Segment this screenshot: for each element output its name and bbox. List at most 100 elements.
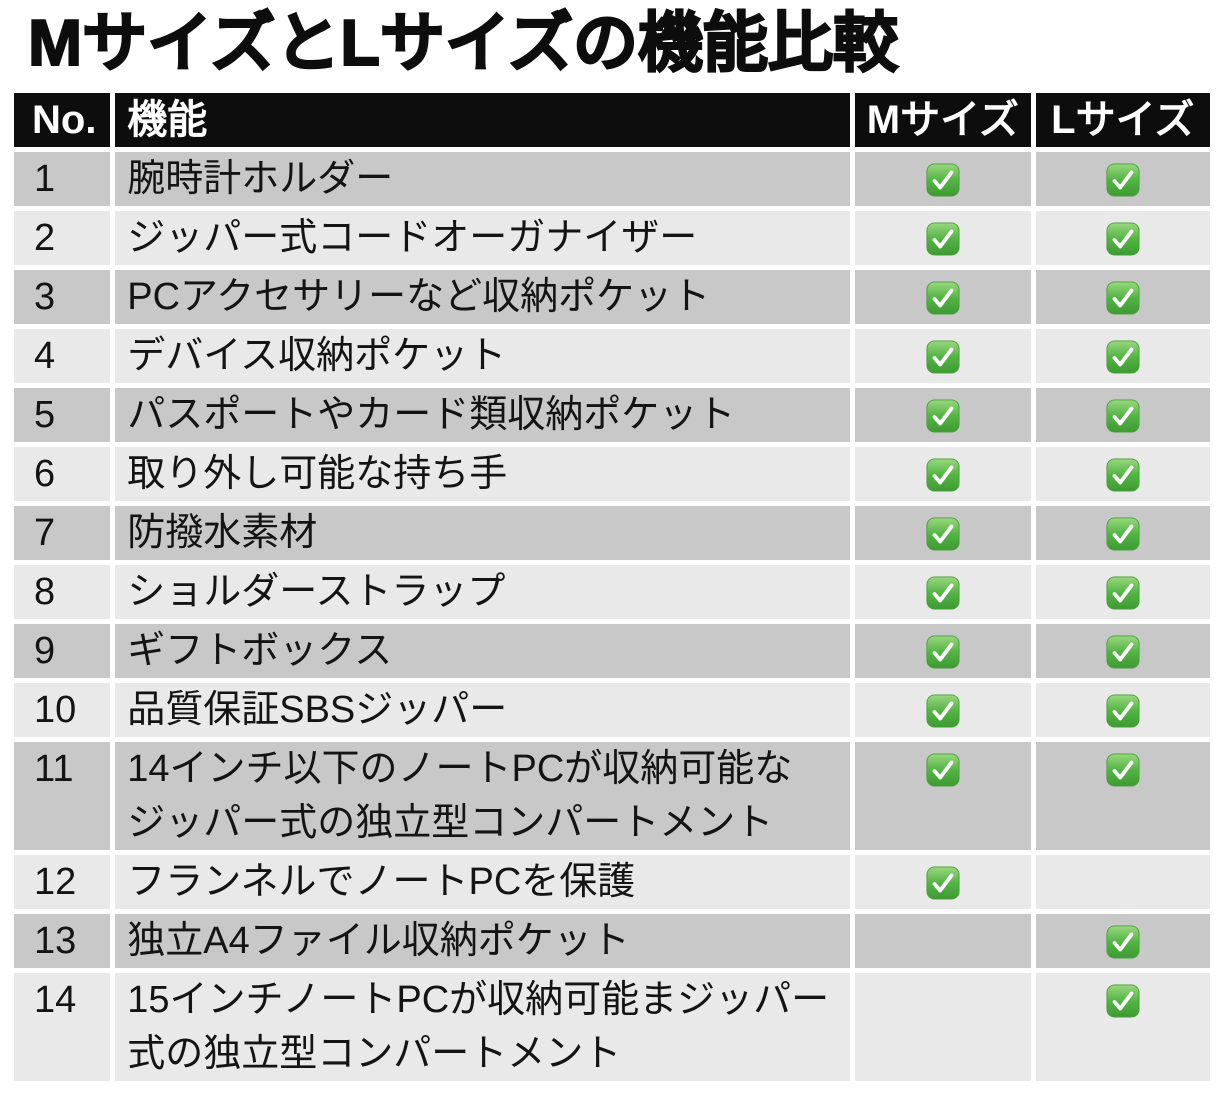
l-size-check-cell	[1035, 211, 1210, 265]
check-mark-icon	[1106, 925, 1140, 959]
l-size-check-cell	[1035, 270, 1210, 324]
table-row: 11 14インチ以下のノートPCが収納可能な ジッパー式の独立型コンパートメント	[14, 742, 1210, 850]
row-number-cell: 7	[14, 506, 111, 560]
l-size-check-cell	[1035, 914, 1210, 968]
check-mark-icon	[926, 163, 960, 197]
l-size-check-cell	[1035, 624, 1210, 678]
feature-cell: 防撥水素材	[115, 506, 851, 560]
check-mark-icon	[926, 399, 960, 433]
row-number-cell: 3	[14, 270, 111, 324]
row-number-cell: 6	[14, 447, 111, 501]
row-number-cell: 12	[14, 855, 111, 909]
table-row: 1 腕時計ホルダー	[14, 152, 1210, 206]
m-size-check-cell	[855, 506, 1031, 560]
check-mark-icon	[1106, 694, 1140, 728]
feature-cell: ギフトボックス	[115, 624, 851, 678]
row-number-cell: 8	[14, 565, 111, 619]
l-size-check-cell	[1035, 973, 1210, 1081]
feature-cell: PCアクセサリーなど収納ポケット	[115, 270, 851, 324]
feature-cell: ショルダーストラップ	[115, 565, 851, 619]
check-mark-icon	[1106, 458, 1140, 492]
m-size-check-cell	[855, 855, 1031, 909]
feature-cell: 独立A4ファイル収納ポケット	[115, 914, 851, 968]
l-size-check-cell	[1035, 855, 1210, 909]
m-size-check-cell	[855, 329, 1031, 383]
column-header-no: No.	[14, 93, 111, 147]
check-mark-icon	[1106, 399, 1140, 433]
check-mark-icon	[926, 753, 960, 787]
check-mark-icon	[926, 866, 960, 900]
l-size-check-cell	[1035, 565, 1210, 619]
l-size-check-cell	[1035, 152, 1210, 206]
row-number-cell: 14	[14, 973, 111, 1081]
check-mark-icon	[926, 517, 960, 551]
check-mark-icon	[1106, 635, 1140, 669]
check-mark-icon	[926, 281, 960, 315]
l-size-check-cell	[1035, 683, 1210, 737]
table-row: 14 15インチノートPCが収納可能まジッパー 式の独立型コンパートメント	[14, 973, 1210, 1081]
table-row: 4 デバイス収納ポケット	[14, 329, 1210, 383]
column-header-l-size: Lサイズ	[1035, 93, 1210, 147]
table-row: 3 PCアクセサリーなど収納ポケット	[14, 270, 1210, 324]
feature-cell: デバイス収納ポケット	[115, 329, 851, 383]
feature-cell: 14インチ以下のノートPCが収納可能な ジッパー式の独立型コンパートメント	[115, 742, 851, 850]
check-mark-icon	[926, 458, 960, 492]
l-size-check-cell	[1035, 506, 1210, 560]
check-mark-icon	[1106, 576, 1140, 610]
row-number-cell: 9	[14, 624, 111, 678]
m-size-check-cell	[855, 742, 1031, 850]
m-size-check-cell	[855, 211, 1031, 265]
check-mark-icon	[926, 222, 960, 256]
m-size-check-cell	[855, 565, 1031, 619]
row-number-cell: 1	[14, 152, 111, 206]
column-header-feature: 機能	[115, 93, 851, 147]
table-row: 5 パスポートやカード類収納ポケット	[14, 388, 1210, 442]
header-row: No. 機能 Mサイズ Lサイズ	[14, 93, 1210, 147]
feature-cell: 腕時計ホルダー	[115, 152, 851, 206]
table-row: 7 防撥水素材	[14, 506, 1210, 560]
check-mark-icon	[1106, 163, 1140, 197]
check-mark-icon	[1106, 222, 1140, 256]
feature-cell: 品質保証SBSジッパー	[115, 683, 851, 737]
l-size-check-cell	[1035, 742, 1210, 850]
check-mark-icon	[1106, 340, 1140, 374]
page-title: MサイズとLサイズの機能比較	[27, 5, 899, 80]
row-number-cell: 13	[14, 914, 111, 968]
check-mark-icon	[1106, 984, 1140, 1018]
table-row: 9 ギフトボックス	[14, 624, 1210, 678]
l-size-check-cell	[1035, 447, 1210, 501]
table-row: 13 独立A4ファイル収納ポケット	[14, 914, 1210, 968]
comparison-table: No. 機能 Mサイズ Lサイズ 1 腕時計ホルダー	[9, 88, 1215, 1086]
m-size-check-cell	[855, 447, 1031, 501]
table-row: 8 ショルダーストラップ	[14, 565, 1210, 619]
m-size-check-cell	[855, 624, 1031, 678]
feature-cell: フランネルでノートPCを保護	[115, 855, 851, 909]
row-number-cell: 11	[14, 742, 111, 850]
table-row: 12 フランネルでノートPCを保護	[14, 855, 1210, 909]
feature-cell: 15インチノートPCが収納可能まジッパー 式の独立型コンパートメント	[115, 973, 851, 1081]
check-mark-icon	[926, 635, 960, 669]
feature-cell: パスポートやカード類収納ポケット	[115, 388, 851, 442]
feature-cell: 取り外し可能な持ち手	[115, 447, 851, 501]
check-mark-icon	[926, 576, 960, 610]
column-header-m-size: Mサイズ	[855, 93, 1031, 147]
row-number-cell: 4	[14, 329, 111, 383]
m-size-check-cell	[855, 914, 1031, 968]
m-size-check-cell	[855, 152, 1031, 206]
row-number-cell: 10	[14, 683, 111, 737]
table-row: 6 取り外し可能な持ち手	[14, 447, 1210, 501]
table-body: 1 腕時計ホルダー	[14, 152, 1210, 1081]
m-size-check-cell	[855, 388, 1031, 442]
m-size-check-cell	[855, 683, 1031, 737]
feature-cell: ジッパー式コードオーガナイザー	[115, 211, 851, 265]
check-mark-icon	[1106, 281, 1140, 315]
check-mark-icon	[1106, 753, 1140, 787]
row-number-cell: 5	[14, 388, 111, 442]
l-size-check-cell	[1035, 388, 1210, 442]
check-mark-icon	[926, 340, 960, 374]
m-size-check-cell	[855, 270, 1031, 324]
l-size-check-cell	[1035, 329, 1210, 383]
table-row: 10 品質保証SBSジッパー	[14, 683, 1210, 737]
check-mark-icon	[1106, 517, 1140, 551]
row-number-cell: 2	[14, 211, 111, 265]
